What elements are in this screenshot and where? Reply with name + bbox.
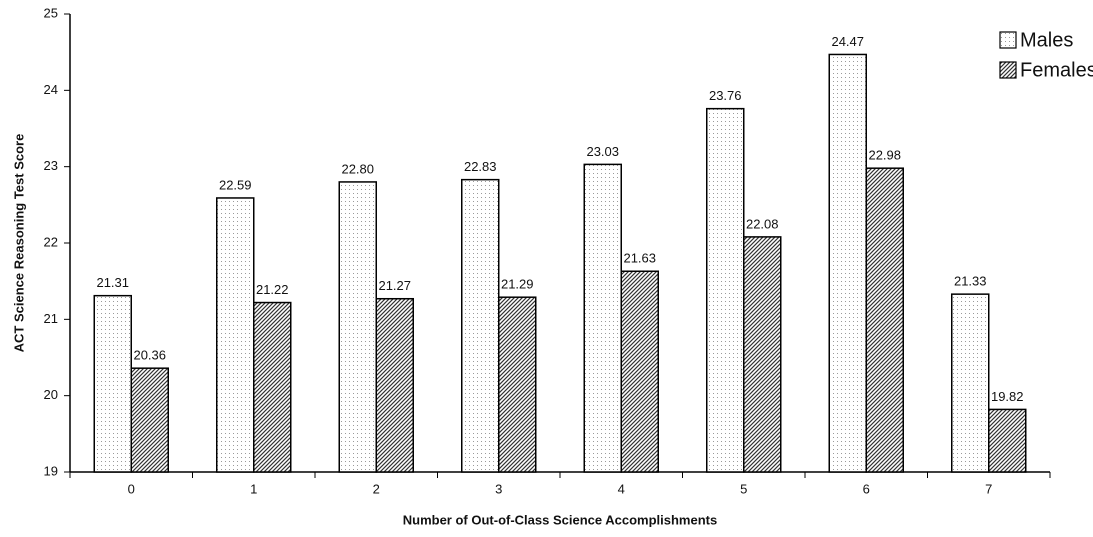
x-tick-label: 7: [985, 481, 992, 496]
value-label: 21.22: [256, 282, 289, 297]
value-label: 21.33: [954, 274, 987, 289]
y-tick-label: 20: [44, 387, 58, 402]
y-axis-title: ACT Science Reasoning Test Score: [11, 134, 26, 353]
value-label: 22.08: [746, 216, 779, 231]
y-tick-label: 19: [44, 463, 58, 478]
legend-label: Females: [1020, 59, 1093, 81]
x-tick-label: 1: [250, 481, 257, 496]
bar: [706, 107, 745, 473]
bar: [253, 301, 292, 473]
x-tick-label: 6: [863, 481, 870, 496]
bar: [743, 236, 782, 473]
value-label: 22.59: [219, 177, 252, 192]
value-label: 24.47: [831, 34, 864, 49]
x-tick-label: 5: [740, 481, 747, 496]
value-label: 21.29: [501, 277, 534, 292]
x-tick-label: 0: [128, 481, 135, 496]
x-axis-title: Number of Out-of-Class Science Accomplis…: [403, 512, 717, 527]
y-tick-label: 24: [44, 82, 58, 97]
value-label: 23.76: [709, 88, 742, 103]
bar: [338, 181, 377, 473]
y-tick-label: 21: [44, 311, 58, 326]
value-label: 22.83: [464, 159, 497, 174]
bar: [583, 163, 622, 473]
value-label: 22.80: [341, 161, 374, 176]
bar: [988, 408, 1027, 473]
bar: [130, 367, 169, 473]
value-label: 19.82: [991, 389, 1024, 404]
y-tick-label: 23: [44, 158, 58, 173]
bar: [461, 178, 500, 473]
value-label: 21.63: [623, 251, 656, 266]
x-tick-label: 2: [373, 481, 380, 496]
bar: [620, 270, 659, 473]
bar: [93, 294, 132, 473]
x-tick-label: 3: [495, 481, 502, 496]
x-tick-label: 4: [618, 481, 625, 496]
bar: [828, 53, 867, 473]
legend-swatch: [999, 31, 1017, 49]
bar: [216, 197, 255, 473]
bar: [865, 167, 904, 473]
y-tick-label: 22: [44, 234, 58, 249]
value-label: 21.31: [96, 275, 129, 290]
bar: [498, 296, 537, 473]
bar: [375, 297, 414, 473]
value-label: 21.27: [378, 278, 411, 293]
value-label: 23.03: [586, 144, 619, 159]
y-tick-label: 25: [44, 5, 58, 20]
value-label: 20.36: [133, 348, 166, 363]
legend-swatch: [999, 61, 1017, 79]
bar: [951, 293, 990, 473]
value-label: 22.98: [868, 148, 901, 163]
legend-label: Males: [1020, 29, 1073, 51]
